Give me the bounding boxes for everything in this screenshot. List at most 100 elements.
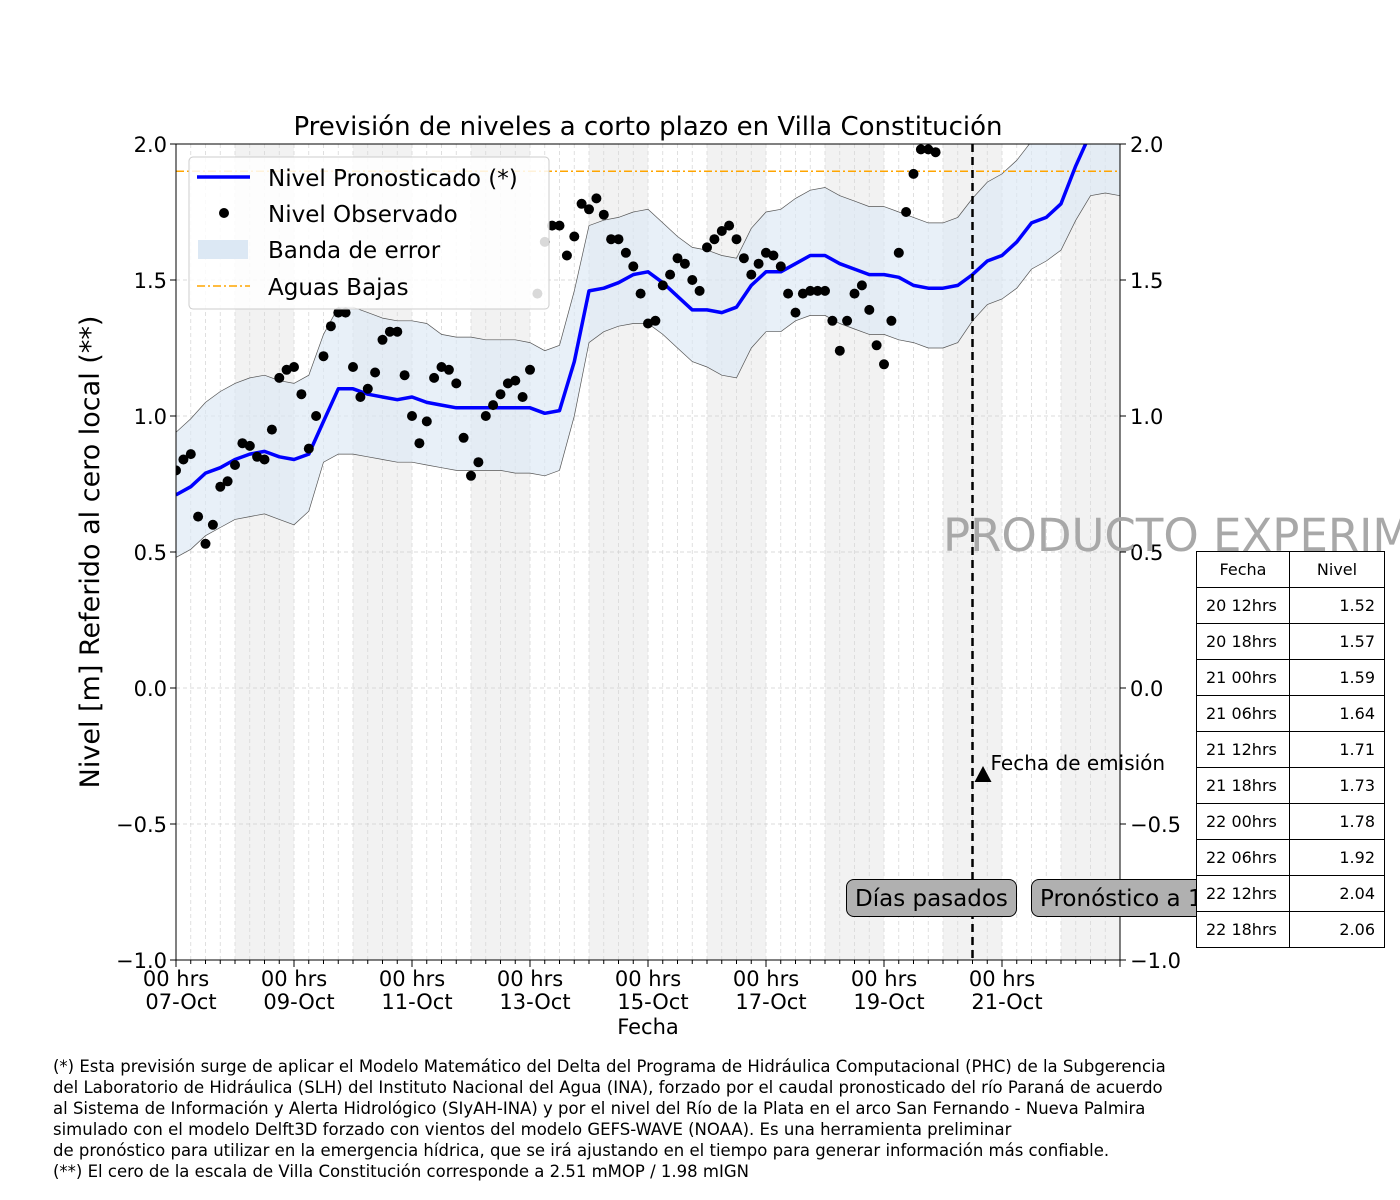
observed-point (1071, 0, 1081, 5)
observed-point (244, 440, 255, 451)
table-cell-level: 1.71 (1289, 731, 1385, 768)
observed-point (687, 275, 698, 285)
observed-point (230, 460, 240, 470)
observed-point (348, 362, 358, 372)
observed-point (915, 144, 926, 155)
y-tick-label: 2.0 (134, 133, 167, 157)
forecast-table: Fecha Nivel 20 12hrs 1.52 20 18hrs 1.57 21 0… (1196, 551, 1385, 948)
footnote: (*) Esta previsión surge de aplicar el M… (53, 1056, 1353, 1182)
legend-band-label: Banda de error (268, 238, 441, 264)
observed-point (1078, 0, 1088, 5)
y-tick-label: −1.0 (116, 949, 167, 973)
observed-point (296, 389, 307, 400)
observed-point (399, 370, 410, 381)
footnote-line: de pronóstico para utilizar en la emerge… (53, 1141, 1110, 1160)
observed-point (377, 334, 388, 345)
observed-point (879, 359, 889, 370)
table-cell-level: 1.92 (1289, 839, 1385, 876)
observed-point (1019, 0, 1029, 5)
observed-point (561, 250, 572, 261)
observed-point (488, 400, 499, 411)
x-axis-label: Fecha (617, 1015, 679, 1039)
observed-point (864, 304, 875, 315)
observed-point (982, 0, 992, 5)
observed-point (1086, 0, 1096, 5)
observed-point (613, 234, 624, 245)
x-tick-label-hour: 00 hrs (733, 967, 799, 991)
table-cell-date: 21 18hrs (1196, 767, 1290, 804)
x-tick-label-hour: 00 hrs (143, 967, 209, 991)
observed-point (1063, 0, 1073, 5)
observed-point (1056, 0, 1066, 5)
x-tick-label-hour: 00 hrs (261, 967, 327, 991)
y-tick-label-right: −1.0 (1130, 949, 1181, 973)
past-days-label: Días pasados (846, 879, 1017, 917)
observed-point (466, 470, 476, 481)
observed-point (694, 285, 705, 296)
table-cell-level: 1.59 (1289, 659, 1385, 696)
y-tick-label-right: 2.0 (1130, 133, 1163, 157)
table-row: 21 06hrs 1.64 (1196, 695, 1385, 732)
observed-point (849, 288, 860, 299)
y-tick-label-right: 1.0 (1130, 405, 1163, 429)
table-cell-level: 1.57 (1289, 623, 1385, 660)
table-header-row: Fecha Nivel (1196, 551, 1385, 588)
level-forecast-chart: Fecha de emisión 2.0 2.0 1.5 1.5 1.0 1.0 0.5 0.… (75, 0, 1400, 1039)
footnote-line: (*) Esta previsión surge de aplicar el M… (53, 1057, 1166, 1076)
observed-point (222, 476, 233, 487)
observed-point (827, 315, 838, 326)
x-tick-label-date: 21-Oct (971, 990, 1042, 1014)
x-tick-label-date: 17-Oct (735, 990, 806, 1014)
x-tick-label-hour: 00 hrs (379, 967, 445, 991)
observed-point (620, 247, 631, 258)
observed-point (1108, 0, 1118, 5)
table-cell-level: 2.06 (1289, 911, 1385, 948)
y-tick-label-right: 1.5 (1130, 269, 1163, 293)
table-cell-date: 21 12hrs (1196, 731, 1290, 768)
table-cell-date: 22 18hrs (1196, 911, 1290, 948)
observed-point (672, 253, 683, 264)
table-cell-level: 2.04 (1289, 875, 1385, 912)
observed-point (451, 378, 462, 389)
observed-point (525, 364, 535, 375)
legend-observed-swatch (219, 208, 229, 218)
observed-point (1093, 0, 1103, 5)
observed-point (458, 432, 469, 443)
y-tick-label: 0.5 (134, 541, 167, 565)
observed-point (274, 372, 285, 383)
observed-point (554, 220, 565, 231)
observed-point (812, 285, 823, 296)
y-tick-label-right: −0.5 (1130, 813, 1181, 837)
table-cell-date: 20 12hrs (1196, 587, 1290, 624)
observed-point (930, 147, 941, 158)
observed-point (333, 307, 344, 318)
x-tick-label-hour: 00 hrs (497, 967, 563, 991)
observed-point (1004, 0, 1014, 5)
observed-point (355, 392, 366, 402)
observed-point (215, 481, 226, 492)
table-cell-level: 1.64 (1289, 695, 1385, 732)
observed-point (591, 193, 602, 204)
x-tick-label-date: 19-Oct (853, 990, 924, 1014)
observed-point (842, 315, 853, 326)
observed-point (679, 258, 690, 269)
y-tick-label: 0.0 (134, 677, 167, 701)
x-tick-label-date: 13-Oct (499, 990, 570, 1014)
y-tick-label: 1.0 (134, 405, 167, 429)
y-tick-label-right: 0.0 (1130, 677, 1163, 701)
observed-point (384, 326, 395, 337)
footnote-line: (**) El cero de la escala de Villa Const… (53, 1162, 749, 1181)
observed-point (392, 326, 403, 337)
observed-point (1049, 0, 1059, 5)
observed-point (1027, 0, 1037, 5)
observed-point (266, 424, 277, 435)
observed-point (908, 168, 919, 179)
observed-point (945, 0, 955, 5)
x-tick-label-date: 11-Oct (381, 990, 452, 1014)
observed-point (635, 288, 646, 299)
observed-point (1012, 0, 1022, 5)
observed-point (731, 234, 742, 245)
table-cell-level: 1.78 (1289, 803, 1385, 840)
table-row: 22 18hrs 2.06 (1196, 911, 1385, 948)
table-cell-date: 22 00hrs (1196, 803, 1290, 840)
